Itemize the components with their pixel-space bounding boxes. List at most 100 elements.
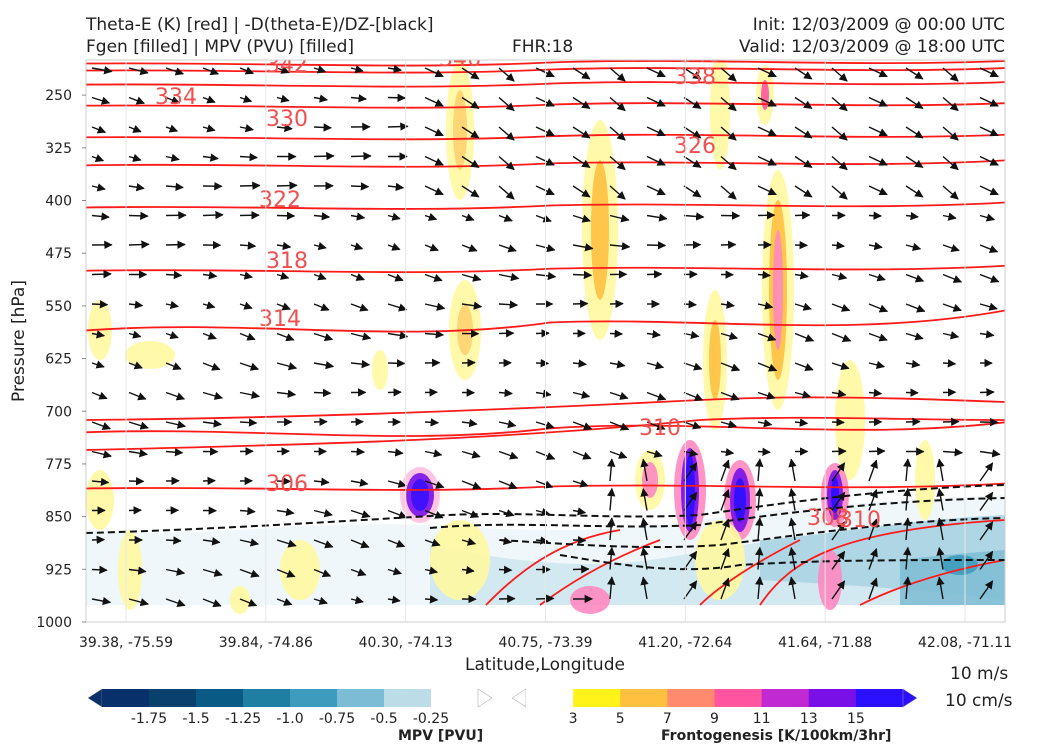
wind-vector bbox=[683, 391, 704, 402]
wind-vector bbox=[788, 576, 797, 600]
wind-vector bbox=[313, 212, 331, 221]
wind-vector bbox=[535, 480, 554, 489]
wind-vector bbox=[572, 359, 587, 368]
wind-vector bbox=[720, 391, 740, 401]
wind-vector bbox=[387, 539, 406, 548]
wind-vector bbox=[202, 210, 224, 220]
wind-vector bbox=[572, 214, 591, 223]
vector-key-horizontal: 10 m/s bbox=[950, 664, 1009, 684]
wind-vector bbox=[572, 67, 591, 80]
y-tick-label: 400 bbox=[45, 194, 72, 210]
mpv-colorbar-segment bbox=[290, 689, 338, 707]
mpv-colorbar-segment bbox=[196, 689, 244, 707]
wind-vector bbox=[868, 548, 878, 570]
wind-vector bbox=[165, 300, 179, 310]
wind-vector bbox=[794, 302, 812, 311]
x-axis-label: Latitude,Longitude bbox=[465, 655, 625, 675]
fgen-colorbar-tick: 7 bbox=[663, 711, 672, 727]
wind-vector bbox=[868, 303, 889, 313]
wind-vector bbox=[755, 517, 764, 541]
wind-vector bbox=[498, 450, 519, 460]
wind-vector bbox=[572, 507, 587, 516]
wind-vector bbox=[387, 64, 403, 74]
wind-vector bbox=[755, 487, 764, 511]
fgen-colorbar-tick: 11 bbox=[753, 711, 771, 727]
wind-vector bbox=[461, 155, 480, 168]
wind-vector bbox=[165, 598, 186, 608]
wind-vector bbox=[646, 185, 666, 196]
wind-vector bbox=[683, 185, 702, 198]
wind-vector bbox=[91, 330, 106, 339]
wind-vector bbox=[202, 67, 219, 76]
wind-vector bbox=[128, 125, 142, 133]
wind-vector bbox=[720, 126, 737, 141]
wind-vector bbox=[757, 362, 778, 372]
wind-vector bbox=[239, 181, 261, 190]
stability-contour bbox=[559, 554, 1005, 571]
wind-vector bbox=[202, 95, 216, 104]
wind-vector bbox=[609, 155, 626, 171]
wind-vector bbox=[903, 487, 912, 511]
wind-vector bbox=[165, 182, 184, 191]
wind-vector bbox=[128, 449, 148, 458]
wind-vector bbox=[868, 96, 888, 107]
frontogenesis-blob bbox=[818, 550, 842, 610]
wind-vector bbox=[757, 301, 774, 310]
wind-vector bbox=[350, 332, 372, 341]
title-line-1: Theta-E (K) [red] | -D(theta-E)/DZ-[blac… bbox=[86, 15, 434, 35]
wind-vector bbox=[424, 155, 444, 166]
wind-vector bbox=[498, 96, 515, 112]
wind-vector bbox=[276, 65, 290, 74]
frontogenesis-blob bbox=[86, 470, 114, 530]
wind-vector bbox=[202, 419, 223, 428]
wind-vector bbox=[646, 126, 666, 137]
wind-vector bbox=[831, 241, 845, 250]
wind-vector bbox=[572, 390, 591, 399]
wind-vector bbox=[942, 126, 959, 141]
wind-vector bbox=[91, 596, 112, 606]
wind-vector bbox=[424, 212, 438, 221]
contour-label: 334 bbox=[155, 85, 197, 110]
x-tick-label: 39.84, -74.86 bbox=[219, 635, 313, 651]
x-tick-label: 39.38, -75.59 bbox=[79, 635, 173, 651]
wind-vector bbox=[794, 185, 813, 198]
wind-vector bbox=[313, 94, 329, 103]
wind-vector bbox=[905, 67, 924, 80]
frontogenesis-blob bbox=[430, 520, 490, 600]
wind-vector bbox=[720, 548, 730, 570]
wind-vector bbox=[572, 270, 593, 280]
wind-vector bbox=[239, 332, 256, 341]
wind-vector bbox=[942, 244, 960, 253]
fgen-colorbar-tick: 9 bbox=[710, 711, 719, 727]
frontogenesis-blob bbox=[570, 586, 610, 614]
wind-vector bbox=[831, 491, 846, 511]
wind-vector bbox=[646, 96, 666, 107]
wind-vector bbox=[868, 332, 888, 342]
wind-vector bbox=[313, 65, 327, 74]
wind-vector bbox=[239, 418, 258, 427]
wind-vector bbox=[903, 517, 912, 541]
wind-vector bbox=[387, 93, 406, 102]
wind-vector bbox=[350, 509, 371, 519]
wind-vector bbox=[202, 391, 224, 400]
wind-vector bbox=[128, 598, 149, 607]
wind-vector bbox=[91, 125, 107, 134]
x-tick-label: 40.75, -73.39 bbox=[498, 635, 592, 651]
wind-vector bbox=[979, 449, 1001, 458]
wind-vector bbox=[755, 576, 764, 600]
vector-key-vertical: 10 cm/s bbox=[945, 691, 1013, 711]
x-tick-label: 41.64, -71.88 bbox=[778, 635, 872, 651]
wind-vector bbox=[498, 67, 515, 82]
wind-vector bbox=[128, 421, 149, 430]
wind-vector bbox=[91, 96, 111, 105]
wind-vector bbox=[646, 391, 667, 401]
wind-vector bbox=[387, 303, 408, 312]
wind-vector bbox=[720, 448, 735, 457]
wind-vector bbox=[607, 546, 616, 570]
frontogenesis-blob bbox=[280, 540, 320, 600]
wind-vector bbox=[757, 391, 776, 400]
frontogenesis-blob bbox=[773, 230, 783, 350]
y-tick-label: 850 bbox=[45, 510, 72, 526]
wind-vector bbox=[498, 536, 513, 546]
wind-vector bbox=[498, 509, 515, 518]
